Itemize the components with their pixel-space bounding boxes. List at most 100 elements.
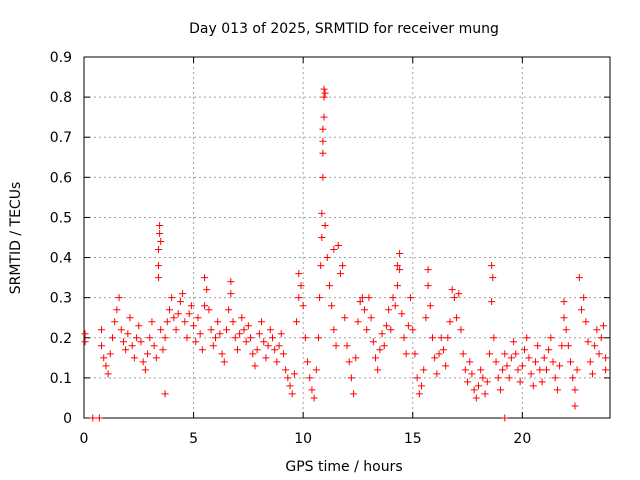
data-point — [492, 358, 500, 366]
data-point — [341, 314, 349, 322]
data-point — [102, 362, 110, 370]
data-point — [253, 346, 261, 354]
data-point — [271, 346, 279, 354]
data-point — [380, 342, 388, 350]
data-point — [378, 330, 386, 338]
data-point — [316, 294, 324, 302]
data-point — [205, 306, 213, 314]
data-point — [578, 306, 586, 314]
data-point — [179, 290, 187, 298]
data-points — [81, 85, 610, 422]
data-point — [542, 366, 550, 374]
data-point — [266, 326, 274, 334]
data-point — [244, 322, 252, 330]
data-point — [560, 298, 568, 306]
data-point — [352, 354, 360, 362]
data-point — [106, 350, 114, 358]
data-point — [295, 294, 303, 302]
y-tick-label: 0.2 — [50, 331, 72, 347]
data-point — [521, 346, 529, 354]
y-tick-label: 0.9 — [50, 50, 72, 66]
data-point — [575, 274, 583, 282]
data-point — [319, 149, 327, 157]
data-point — [183, 334, 191, 342]
data-point — [507, 354, 515, 362]
data-point — [501, 414, 509, 422]
data-point — [580, 294, 588, 302]
data-point — [464, 378, 472, 386]
data-point — [240, 326, 248, 334]
plot-frame — [83, 56, 611, 419]
data-point — [466, 358, 474, 366]
data-point — [424, 266, 432, 274]
data-point — [330, 246, 338, 254]
data-point — [320, 113, 328, 121]
data-point — [258, 318, 266, 326]
data-point — [122, 346, 130, 354]
data-point — [490, 334, 498, 342]
data-point — [111, 318, 119, 326]
data-point — [161, 334, 169, 342]
data-point — [523, 334, 531, 342]
data-point — [334, 242, 342, 250]
data-point — [203, 286, 211, 294]
data-point — [170, 314, 178, 322]
data-point — [459, 350, 467, 358]
data-point — [301, 334, 309, 342]
data-point — [534, 342, 542, 350]
data-point — [415, 390, 423, 398]
data-point — [128, 342, 136, 350]
data-point — [159, 346, 167, 354]
data-point — [220, 358, 228, 366]
data-point — [382, 322, 390, 330]
data-point — [115, 294, 123, 302]
data-point — [231, 334, 239, 342]
grid — [84, 57, 610, 418]
data-point — [297, 282, 305, 290]
data-point — [591, 342, 599, 350]
data-point — [391, 302, 399, 310]
data-point — [268, 334, 276, 342]
data-point — [387, 326, 395, 334]
data-point — [255, 330, 263, 338]
data-point — [371, 354, 379, 362]
data-point — [551, 374, 559, 382]
y-tick-label: 0.1 — [50, 371, 72, 387]
data-point — [150, 342, 158, 350]
data-point — [310, 394, 318, 402]
data-point — [361, 306, 369, 314]
data-point — [321, 89, 329, 97]
data-point — [455, 290, 463, 298]
data-point — [481, 390, 489, 398]
data-point — [564, 342, 572, 350]
data-point — [212, 334, 219, 342]
data-point — [393, 262, 401, 270]
data-point — [155, 274, 163, 282]
data-point — [126, 314, 134, 322]
data-point — [488, 298, 496, 306]
data-point — [393, 282, 401, 290]
data-point — [404, 322, 412, 330]
data-point — [446, 318, 454, 326]
data-point — [312, 366, 320, 374]
data-point — [435, 350, 443, 358]
data-point — [155, 246, 163, 254]
data-point — [433, 370, 441, 378]
data-point — [290, 370, 298, 378]
data-point — [260, 338, 268, 346]
data-point — [130, 354, 138, 362]
data-point — [225, 306, 233, 314]
data-point — [389, 294, 397, 302]
data-point — [453, 314, 461, 322]
data-point — [319, 173, 327, 181]
x-tick-label: 0 — [80, 431, 89, 447]
data-point — [420, 366, 428, 374]
data-point — [320, 85, 328, 93]
data-point — [98, 342, 106, 350]
data-point — [538, 378, 546, 386]
data-point — [398, 310, 406, 318]
data-point — [356, 298, 364, 306]
data-point — [350, 390, 358, 398]
data-point — [155, 262, 163, 270]
